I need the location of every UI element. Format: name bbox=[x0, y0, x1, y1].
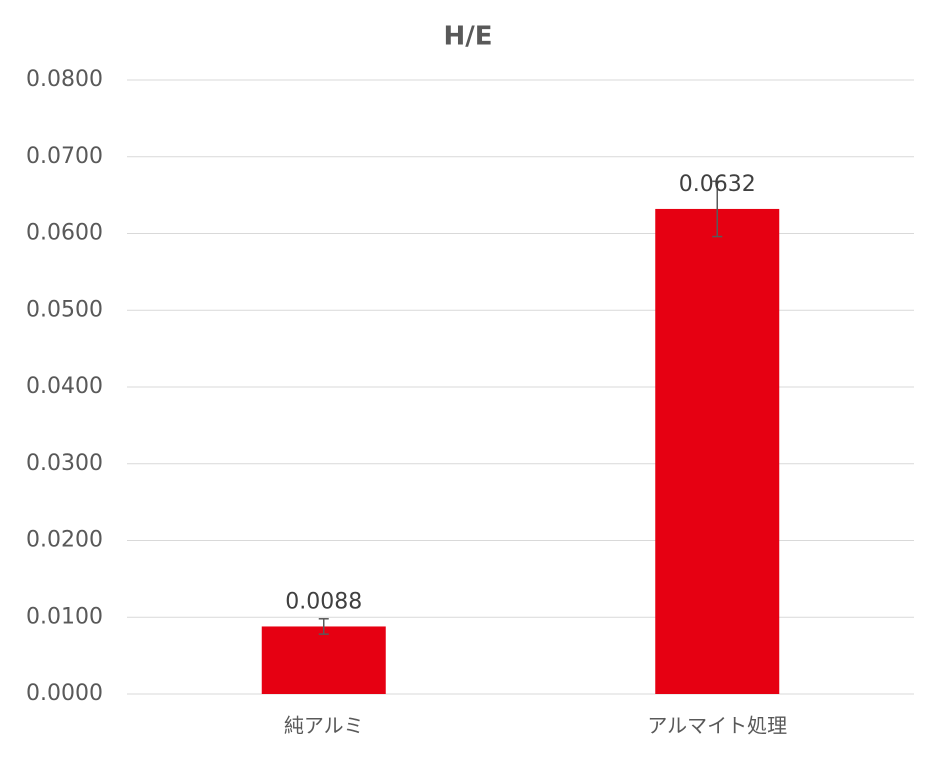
y-tick-label: 0.0500 bbox=[26, 297, 103, 322]
data-label: 0.0088 bbox=[285, 589, 362, 614]
bar bbox=[261, 626, 386, 694]
chart-title: H/E bbox=[443, 22, 492, 52]
bar bbox=[655, 208, 780, 694]
error-bar bbox=[712, 180, 723, 238]
y-tick-label: 0.0100 bbox=[26, 604, 103, 629]
y-tick-label: 0.0400 bbox=[26, 374, 103, 399]
x-tick-label: アルマイト処理 bbox=[647, 714, 787, 738]
y-tick-label: 0.0600 bbox=[26, 221, 103, 246]
y-tick-label: 0.0000 bbox=[26, 681, 103, 706]
y-tick-label: 0.0800 bbox=[26, 67, 103, 92]
y-tick-label: 0.0300 bbox=[26, 451, 103, 476]
y-tick-label: 0.0700 bbox=[26, 144, 103, 169]
y-tick-label: 0.0200 bbox=[26, 528, 103, 553]
error-bar bbox=[318, 618, 329, 635]
x-tick-label: 純アルミ bbox=[284, 714, 364, 738]
data-label: 0.0632 bbox=[679, 172, 756, 197]
